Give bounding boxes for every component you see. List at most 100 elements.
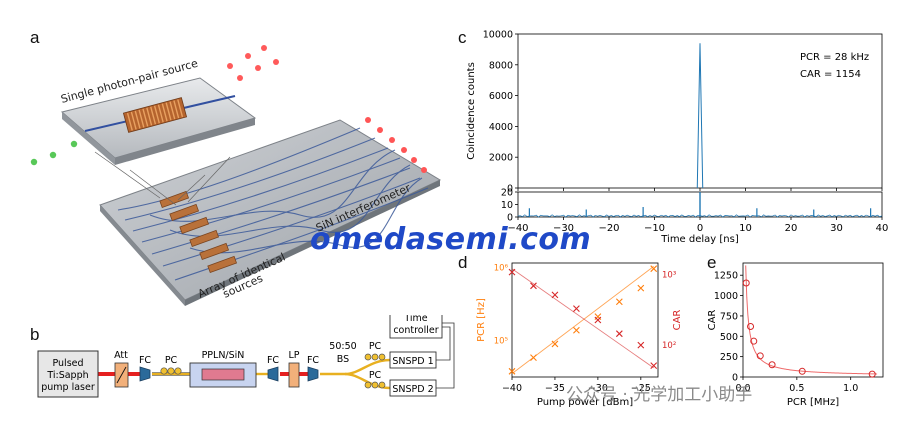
wechat-watermark: 公众号 · 光学加工小助手 xyxy=(566,385,753,405)
svg-text:Ti:Sapph: Ti:Sapph xyxy=(46,370,88,381)
x-tick-label: 1.0 xyxy=(843,383,858,394)
pcr-point xyxy=(650,265,658,273)
x-tick-label: −35 xyxy=(545,383,565,394)
long-pass-filter xyxy=(288,362,300,388)
svg-text:PC: PC xyxy=(369,370,382,381)
x-tick-label: 10 xyxy=(739,223,752,234)
plot-frame xyxy=(511,262,659,378)
panel-b-setup: Pulsed Ti:Sapph pump laser Att FC PC PPL… xyxy=(37,315,455,398)
x-axis-label: PCR [MHz] xyxy=(787,397,839,408)
panel-letter-c: c xyxy=(458,28,467,47)
panel-letter-b: b xyxy=(30,325,40,344)
x-tick-label: −30 xyxy=(588,383,608,394)
y-tick-label: 2000 xyxy=(489,153,513,164)
fit-curve xyxy=(745,265,878,375)
svg-text:Att: Att xyxy=(114,350,128,361)
y-tick-label: 8000 xyxy=(489,60,513,71)
y-right-axis-label: CAR xyxy=(672,310,683,331)
car-point xyxy=(650,362,658,369)
pcr-point xyxy=(530,354,537,362)
y-tick-label: 4000 xyxy=(489,122,513,133)
annotation-pcr: PCR = 28 kHz xyxy=(800,52,869,63)
pcr-point xyxy=(508,367,516,375)
source-array xyxy=(159,190,238,274)
polarization-controller-3 xyxy=(364,381,386,389)
x-tick-label: −40 xyxy=(502,383,522,394)
car-point xyxy=(594,316,602,324)
output-photons xyxy=(365,117,427,173)
pcr-point xyxy=(615,298,623,306)
svg-text:Time: Time xyxy=(403,315,427,324)
panel-a-illustration: Single photon-pair source SiN interferom… xyxy=(30,45,442,306)
x-tick-label: −40 xyxy=(507,223,528,234)
pcr-point xyxy=(594,313,602,320)
watermark-text: omedasemi.com xyxy=(310,222,592,257)
y-axis-label: Coincidence counts xyxy=(466,62,477,160)
car-point xyxy=(637,341,645,349)
y-tick-label: 20 xyxy=(501,188,513,199)
x-tick-label: −20 xyxy=(598,223,619,234)
y-left-tick-label: 10⁵ xyxy=(494,337,508,347)
y-tick-label: 500 xyxy=(720,332,738,343)
time-controller xyxy=(389,315,443,339)
svg-text:SNSPD 2: SNSPD 2 xyxy=(392,384,433,395)
pcr-point xyxy=(637,284,645,292)
x-tick-label: 0.5 xyxy=(789,383,804,394)
y-right-tick-label: 10³ xyxy=(662,270,676,280)
x-tick-label: −10 xyxy=(644,223,665,234)
ppln-source xyxy=(122,97,188,133)
car-point xyxy=(615,330,623,338)
svg-text:BS: BS xyxy=(337,354,349,365)
x-tick-label: 30 xyxy=(830,223,843,234)
car-point xyxy=(798,367,806,375)
svg-text:controller: controller xyxy=(393,325,438,336)
y-tick-label: 0 xyxy=(507,184,513,195)
y-tick-label: 750 xyxy=(720,311,738,322)
car-point xyxy=(530,282,537,290)
x-tick-label: 20 xyxy=(785,223,798,234)
pump-photons xyxy=(30,140,78,166)
x-tick-label: 0.0 xyxy=(735,383,750,394)
plot-frame xyxy=(742,262,884,378)
pair-photons xyxy=(227,45,279,81)
y-tick-label: 1250 xyxy=(714,271,738,282)
chart-car-vs-pcr: 0.0 0.5 1.0 0 250 500 750 1000 1250 PCR [MHz] CAR xyxy=(707,262,884,408)
panel-letter-e: e xyxy=(707,253,717,272)
fiber-coupler-2 xyxy=(267,366,279,382)
main-peak xyxy=(696,43,704,189)
inset-baseline xyxy=(517,214,883,218)
y-tick-label: 0 xyxy=(507,213,513,224)
x-tick-label: 40 xyxy=(876,223,889,234)
car-point xyxy=(768,361,776,369)
fiber-coupler-1 xyxy=(139,366,151,382)
car-point xyxy=(551,291,559,299)
svg-text:pump laser: pump laser xyxy=(41,382,95,393)
svg-text:50:50: 50:50 xyxy=(329,341,356,352)
y-tick-label: 10000 xyxy=(483,30,513,41)
x-axis-label: Time delay [ns] xyxy=(660,234,739,245)
y-axis-label: CAR xyxy=(707,310,718,331)
car-point xyxy=(508,268,516,276)
fiber-coupler-3 xyxy=(307,366,319,382)
svg-text:FC: FC xyxy=(267,355,279,366)
y-left-axis-label: PCR [Hz] xyxy=(476,298,487,342)
panel-letter-a: a xyxy=(30,28,40,47)
panel-letter-d: d xyxy=(458,253,468,272)
x-tick-label: 0 xyxy=(697,223,703,234)
chart-power-sweep: −40 −35 −30 −25 Pump power [dBm] 10⁵ 10⁶ 10² 10³… xyxy=(476,262,683,408)
car-point xyxy=(868,370,876,378)
y-tick-label: 10 xyxy=(501,200,513,211)
svg-text:PPLN/SiN: PPLN/SiN xyxy=(202,350,245,361)
pcr-point xyxy=(573,326,580,334)
x-tick-label: −25 xyxy=(631,383,651,394)
y-tick-label: 0 xyxy=(732,373,738,384)
y-right-tick-label: 10² xyxy=(662,341,676,351)
car-point xyxy=(742,279,750,287)
svg-text:SNSPD 1: SNSPD 1 xyxy=(392,356,433,367)
svg-text:PC: PC xyxy=(369,341,382,352)
x-axis-label: Pump power [dBm] xyxy=(537,397,633,408)
svg-text:FC: FC xyxy=(307,355,319,366)
annotation-car: CAR = 1154 xyxy=(800,69,861,80)
x-tick-label: −30 xyxy=(553,223,574,234)
